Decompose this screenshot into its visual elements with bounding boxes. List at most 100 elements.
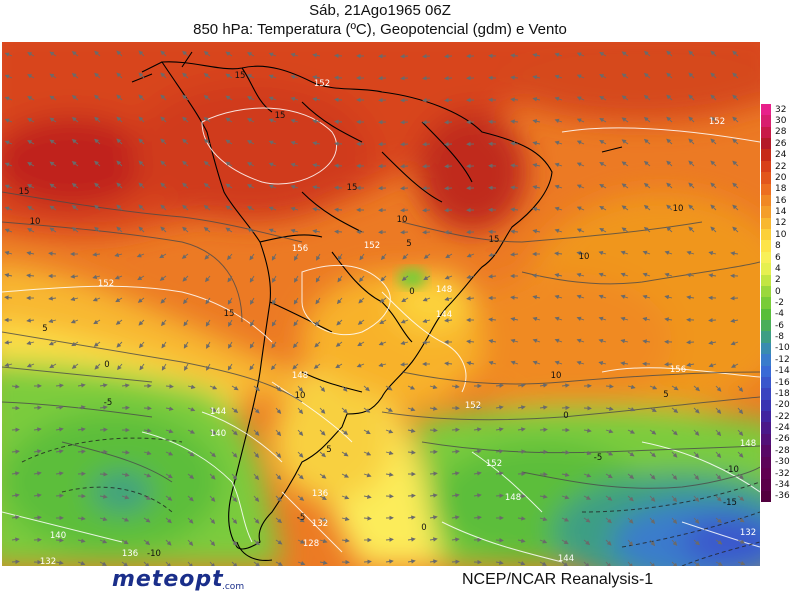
wind-arrow: [429, 384, 438, 390]
wind-arrow: [732, 50, 739, 57]
wind-arrow: [554, 360, 563, 366]
wind-arrow: [385, 450, 394, 456]
wind-arrow: [357, 319, 365, 325]
wind-arrow: [532, 338, 541, 344]
wind-arrow: [708, 340, 717, 345]
temperature-contour-label: 15: [224, 309, 235, 319]
colorbar-tick-label: -2: [775, 298, 784, 308]
wind-arrow: [621, 73, 629, 79]
wind-arrow: [55, 405, 64, 410]
wind-arrow: [539, 494, 548, 499]
wind-arrow: [292, 341, 299, 349]
geopotential-contour-label: 128: [303, 539, 319, 549]
wind-arrow: [184, 363, 189, 371]
wind-arrow: [539, 427, 548, 432]
wind-arrow: [422, 142, 431, 147]
wind-arrow: [664, 272, 673, 278]
colorbar-segment: [761, 331, 771, 344]
wind-arrow: [510, 141, 519, 146]
wind-arrow: [247, 118, 255, 123]
wind-arrow: [247, 184, 255, 189]
wind-arrow: [99, 561, 107, 566]
wind-arrow: [737, 517, 745, 523]
wind-arrow: [710, 160, 717, 167]
colorbar-segment: [761, 354, 771, 367]
colorbar-tick-label: 8: [775, 241, 781, 252]
wind-arrow: [228, 341, 233, 349]
wind-arrow: [444, 229, 453, 235]
wind-arrow: [407, 515, 416, 520]
wind-arrow: [422, 76, 431, 81]
wind-arrow: [488, 252, 497, 258]
wind-arrow: [187, 517, 194, 524]
wind-arrow: [576, 74, 585, 79]
wind-arrow: [26, 273, 35, 278]
wind-arrow: [341, 495, 350, 500]
colorbar-tick-label: 2: [775, 275, 781, 286]
wind-arrow: [554, 316, 563, 322]
wind-arrow: [187, 451, 195, 457]
wind-arrow: [49, 51, 57, 57]
wind-arrow: [4, 250, 13, 256]
wind-arrow: [33, 493, 42, 498]
wind-arrow: [532, 207, 541, 212]
wind-arrow: [275, 473, 282, 480]
wind-arrow: [642, 339, 651, 344]
temperature-contour-label: 10: [551, 371, 562, 381]
wind-arrow: [334, 119, 343, 124]
wind-arrow: [183, 297, 189, 305]
wind-arrow: [297, 429, 304, 436]
wind-arrow: [33, 449, 42, 454]
wind-arrow: [225, 183, 233, 189]
wind-arrow: [510, 338, 519, 344]
wind-arrow: [358, 275, 365, 283]
wind-arrow: [231, 473, 238, 480]
wind-arrow: [94, 94, 101, 101]
wind-arrow: [664, 294, 673, 300]
wind-arrow: [94, 72, 101, 79]
wind-arrow: [4, 52, 13, 57]
colorbar-segment: [761, 183, 771, 196]
wind-arrow: [554, 118, 563, 124]
wind-arrow: [363, 385, 370, 392]
colorbar-tick-label: -6: [775, 320, 784, 331]
wind-arrow: [621, 117, 629, 123]
wind-arrow: [187, 384, 196, 390]
colorbar-segment: [761, 297, 771, 310]
wind-arrow: [688, 94, 695, 101]
wind-arrow: [539, 516, 548, 522]
wind-arrow: [203, 227, 211, 233]
wind-arrow: [495, 427, 504, 432]
wind-arrow: [247, 206, 255, 211]
wind-arrow: [71, 161, 79, 167]
wind-arrow: [710, 226, 717, 233]
wind-arrow: [319, 385, 326, 392]
wind-arrow: [209, 495, 216, 502]
wind-arrow: [143, 539, 151, 546]
wind-arrow: [561, 494, 570, 500]
colorbar-tick-label: -34: [775, 479, 790, 490]
wind-arrow: [643, 204, 651, 211]
wind-arrow: [444, 275, 453, 280]
colorbar-tick-label: 28: [775, 127, 787, 138]
wind-arrow: [358, 297, 365, 304]
wind-arrow: [621, 161, 629, 167]
wind-arrow: [627, 495, 634, 502]
wind-arrow: [671, 407, 679, 413]
wind-arrow: [510, 360, 519, 366]
wind-arrow: [253, 451, 260, 458]
wind-arrow: [710, 182, 717, 189]
wind-arrow: [117, 363, 123, 371]
wind-arrow: [165, 406, 174, 411]
wind-arrow: [314, 341, 321, 348]
wind-arrow: [627, 384, 636, 390]
wind-arrow: [275, 385, 282, 392]
wind-arrow: [143, 450, 152, 456]
wind-arrow: [359, 253, 365, 261]
colorbar-segment: [761, 194, 771, 207]
wind-arrow: [400, 340, 409, 346]
wind-arrow: [385, 472, 394, 477]
wind-arrow: [4, 74, 13, 79]
wind-arrow: [576, 162, 585, 167]
wind-arrow: [473, 405, 482, 410]
